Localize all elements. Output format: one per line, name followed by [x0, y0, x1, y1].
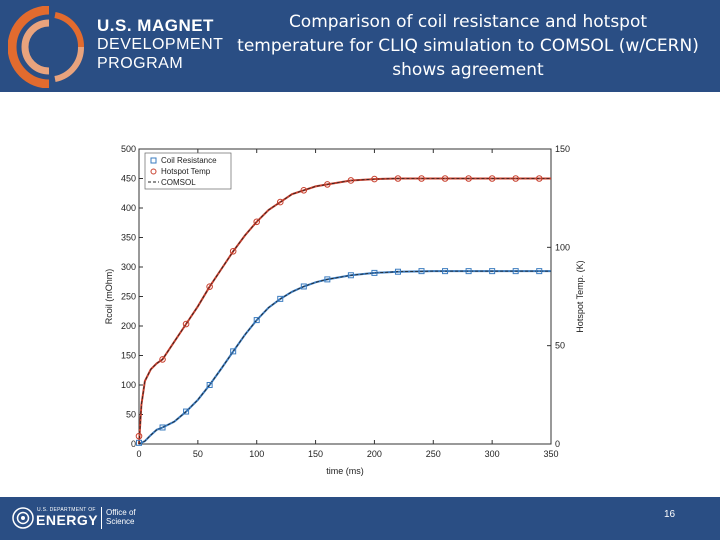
- y-tick-label-400: 400: [121, 203, 136, 213]
- hotspot-point: [394, 175, 402, 182]
- y-tick-label-350: 350: [121, 233, 136, 243]
- resistance-point: [489, 268, 496, 275]
- resistance-point: [324, 276, 331, 283]
- usmdp-logo-icon: [8, 6, 85, 88]
- resistance-point: [442, 268, 449, 275]
- plot-frame: [138, 148, 552, 445]
- y2-tick-label-150: 150: [555, 144, 570, 154]
- header-bar: [0, 0, 720, 92]
- y-tick-label-450: 450: [121, 174, 136, 184]
- resistance-point: [206, 382, 213, 388]
- y-tick-label-500: 500: [121, 144, 136, 154]
- legend-label-resistance: Coil Resistance: [161, 156, 217, 165]
- hotspot-point: [135, 432, 143, 440]
- hotspot-point: [347, 177, 355, 184]
- resistance-point: [159, 424, 166, 431]
- y-tick-label-250: 250: [121, 292, 136, 302]
- y2-tick-label-100: 100: [555, 242, 570, 252]
- y2-tick-label-50: 50: [555, 341, 565, 351]
- hotspot-point: [229, 247, 237, 255]
- logo-line-3: PROGRAM: [97, 55, 184, 72]
- y-tick-label-50: 50: [126, 410, 136, 420]
- doe-energy-label: ENERGY: [36, 512, 99, 528]
- x-tick-label-0: 0: [136, 449, 141, 459]
- hotspot-point: [371, 175, 378, 183]
- doe-department-label: U.S. DEPARTMENT OF: [37, 507, 96, 513]
- resistance-point: [253, 317, 260, 324]
- resistance-point: [465, 268, 472, 275]
- hotspot-point: [465, 175, 472, 182]
- resistance-point: [536, 268, 543, 275]
- legend-marker-resistance: [150, 157, 157, 164]
- hotspot-point: [418, 175, 425, 182]
- resistance-point: [394, 268, 401, 275]
- hotspot-point: [182, 320, 190, 328]
- hotspot-point: [324, 181, 331, 188]
- y2-tick-label-0: 0: [555, 439, 560, 449]
- x-axis-label: time (ms): [326, 466, 364, 476]
- y-tick-label-200: 200: [121, 321, 136, 331]
- title-line-3: shows agreement: [392, 60, 544, 80]
- hotspot-point: [276, 198, 284, 206]
- resistance-point: [512, 268, 519, 275]
- resistance-hotspot-chart: 0 50 100 150 200 250 300 3500501001502002503003…: [104, 144, 585, 476]
- y-tick-label-150: 150: [121, 351, 136, 361]
- x-tick-label-300: 300: [485, 449, 500, 459]
- legend-marker-hotspot: [150, 168, 157, 175]
- hotspot-point: [159, 356, 166, 363]
- logo-line-1: U.S. MAGNET: [97, 16, 214, 35]
- hotspot-point: [512, 175, 519, 182]
- resistance-point: [418, 268, 425, 275]
- legend-label-comsol: COMSOL: [161, 178, 196, 187]
- y-axis-label: Rcoil (mOhm): [104, 269, 114, 325]
- hotspot-point: [253, 218, 261, 226]
- title-line-2: temperature for CLIQ simulation to COMSO…: [237, 36, 699, 56]
- logo-wordmark: U.S. MAGNET DEVELOPMENT PROGRAM: [97, 16, 223, 73]
- office-line-2: Science: [106, 517, 135, 526]
- slide-title: Comparison of coil resistance and hotspo…: [218, 10, 718, 82]
- x-tick-label-250: 250: [426, 449, 441, 459]
- resistance-point: [136, 439, 142, 446]
- footer-divider: [101, 507, 102, 529]
- hotspot-point: [441, 175, 449, 182]
- office-of-science-label: Office of Science: [106, 508, 136, 526]
- x-tick-label-200: 200: [367, 449, 382, 459]
- doe-seal-icon: [12, 507, 34, 529]
- resistance-point: [300, 283, 307, 290]
- resistance-point: [183, 408, 190, 415]
- legend-label-hotspot: Hotspot Temp: [161, 167, 211, 176]
- title-line-1: Comparison of coil resistance and hotspo…: [288, 12, 648, 32]
- resistance-point: [347, 272, 354, 279]
- resistance-point: [230, 348, 237, 355]
- y-tick-label-0: 0: [131, 439, 136, 449]
- y-tick-label-300: 300: [121, 262, 136, 272]
- comsol-hotspot-line: [138, 178, 551, 445]
- resistance-point: [371, 269, 378, 276]
- legend-box: [144, 152, 232, 190]
- hotspot-point: [206, 283, 213, 290]
- office-line-1: Office of: [106, 508, 136, 517]
- hotspot-point: [488, 175, 496, 182]
- logo-line-2: DEVELOPMENT: [97, 36, 224, 53]
- x-tick-label-350: 350: [543, 449, 558, 459]
- hotspot-point: [535, 175, 543, 182]
- hotspot-point: [300, 187, 308, 194]
- resistance-curve: [138, 270, 551, 445]
- x-tick-label-150: 150: [308, 449, 323, 459]
- page-number: 16: [664, 509, 676, 520]
- x-tick-label-100: 100: [249, 449, 264, 459]
- resistance-point: [277, 295, 284, 302]
- y2-axis-label: Hotspot Temp. (K): [575, 260, 585, 332]
- y-tick-label-100: 100: [121, 380, 136, 390]
- footer-bar: [0, 497, 720, 540]
- x-tick-label-50: 50: [193, 449, 203, 459]
